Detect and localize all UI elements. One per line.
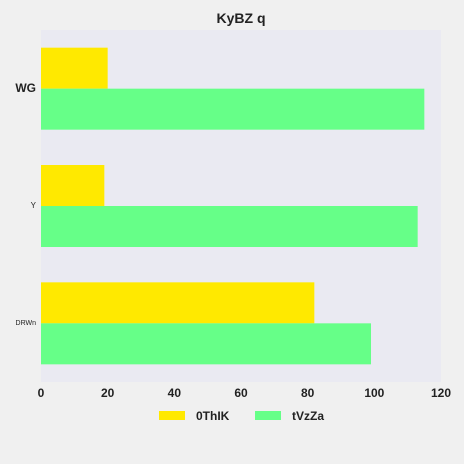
bar-drwn-series-2 — [41, 323, 371, 365]
bar-wg-series-1 — [41, 47, 108, 89]
bar-wg-series-2 — [41, 88, 425, 130]
bar-drwn-series-1 — [41, 282, 315, 324]
chart-title: KyBZ q — [217, 10, 266, 26]
x-tick-label: 60 — [234, 386, 248, 400]
x-tick-label: 80 — [301, 386, 315, 400]
bar-y-series-2 — [41, 206, 418, 247]
x-tick-label: 0 — [38, 386, 45, 400]
legend-swatch — [255, 411, 281, 420]
x-tick-label: 20 — [101, 386, 115, 400]
y-tick-label: Y — [31, 201, 37, 210]
bars-layer — [41, 47, 425, 365]
y-tick-labels: WG Y DRWn — [15, 81, 36, 327]
x-tick-label: 40 — [168, 386, 182, 400]
x-tick-labels: 0 20 40 60 80 100 120 — [38, 386, 452, 400]
y-tick-label: WG — [15, 81, 36, 95]
y-tick-label: DRWn — [16, 320, 37, 327]
bar-y-series-1 — [41, 165, 105, 206]
legend-label: tVzZa — [292, 409, 324, 423]
legend-swatch — [159, 411, 185, 420]
legend: 0ThIK tVzZa — [159, 409, 324, 423]
x-tick-label: 100 — [364, 386, 384, 400]
legend-label: 0ThIK — [196, 409, 230, 423]
x-tick-label: 120 — [431, 386, 451, 400]
